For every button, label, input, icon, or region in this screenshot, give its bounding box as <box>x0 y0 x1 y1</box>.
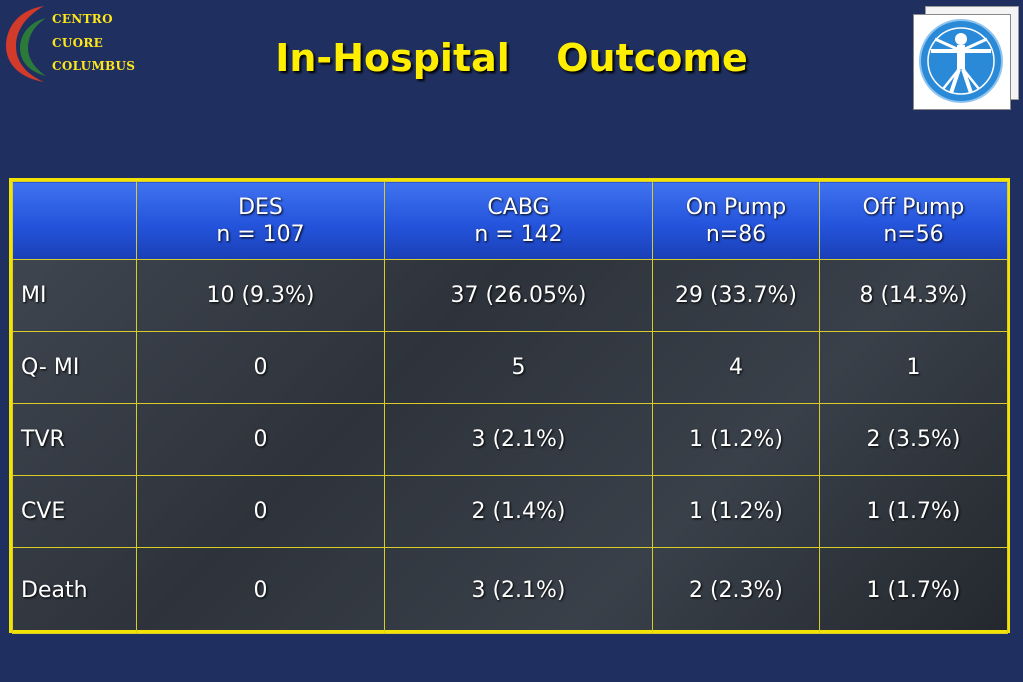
logo-text-columbus: COLUMBUS <box>52 59 136 73</box>
header-cell-empty <box>12 181 137 260</box>
row-label: MI <box>12 259 137 332</box>
table-cell: 2 (1.4%) <box>384 475 653 548</box>
table-row-cve: CVE 0 2 (1.4%) 1 (1.2%) 1 (1.7%) <box>12 475 1008 548</box>
table-cell: 2 (2.3%) <box>652 547 820 634</box>
table-cell: 1 (1.2%) <box>652 403 820 476</box>
table-cell: 1 (1.7%) <box>819 547 1008 634</box>
badge-front-card <box>913 14 1011 110</box>
table-cell: 10 (9.3%) <box>136 259 385 332</box>
table-cell: 4 <box>652 331 820 404</box>
logo-text-cuore: CUORE <box>52 36 104 50</box>
table-row-q-mi: Q- MI 0 5 4 1 <box>12 331 1008 404</box>
institution-badge <box>913 6 1019 110</box>
outcome-table: DES n = 107 CABG n = 142 On Pump n=86 Of… <box>9 178 1010 634</box>
table-cell: 3 (2.1%) <box>384 403 653 476</box>
table-cell: 0 <box>136 403 385 476</box>
logo-text-centro: CENTRO <box>52 12 113 26</box>
table-cell: 37 (26.05%) <box>384 259 653 332</box>
table-cell: 29 (33.7%) <box>652 259 820 332</box>
table-cell: 0 <box>136 331 385 404</box>
table-row-tvr: TVR 0 3 (2.1%) 1 (1.2%) 2 (3.5%) <box>12 403 1008 476</box>
row-label: Q- MI <box>12 331 137 404</box>
vitruvian-man-icon <box>919 19 1003 103</box>
table-row-death: Death 0 3 (2.1%) 2 (2.3%) 1 (1.7%) <box>12 547 1008 634</box>
table-cell: 5 <box>384 331 653 404</box>
header-cell-on-pump: On Pump n=86 <box>652 181 820 260</box>
table-cell: 1 (1.7%) <box>819 475 1008 548</box>
header-cell-off-pump: Off Pump n=56 <box>819 181 1008 260</box>
slide-title: In-Hospital Outcome <box>275 36 748 80</box>
centro-cuore-logo: CENTRO CUORE COLUMBUS <box>4 4 136 84</box>
table-cell: 3 (2.1%) <box>384 547 653 634</box>
row-label: Death <box>12 547 137 634</box>
table-cell: 1 <box>819 331 1008 404</box>
table-cell: 1 (1.2%) <box>652 475 820 548</box>
header-cell-cabg: CABG n = 142 <box>384 181 653 260</box>
heart-swoosh-icon <box>6 6 46 82</box>
table-cell: 0 <box>136 547 385 634</box>
table-row-mi: MI 10 (9.3%) 37 (26.05%) 29 (33.7%) 8 (1… <box>12 259 1008 332</box>
table-cell: 0 <box>136 475 385 548</box>
header-cell-des: DES n = 107 <box>136 181 385 260</box>
row-label: TVR <box>12 403 137 476</box>
table-cell: 8 (14.3%) <box>819 259 1008 332</box>
row-label: CVE <box>12 475 137 548</box>
table-header-row: DES n = 107 CABG n = 142 On Pump n=86 Of… <box>12 181 1008 260</box>
table-cell: 2 (3.5%) <box>819 403 1008 476</box>
